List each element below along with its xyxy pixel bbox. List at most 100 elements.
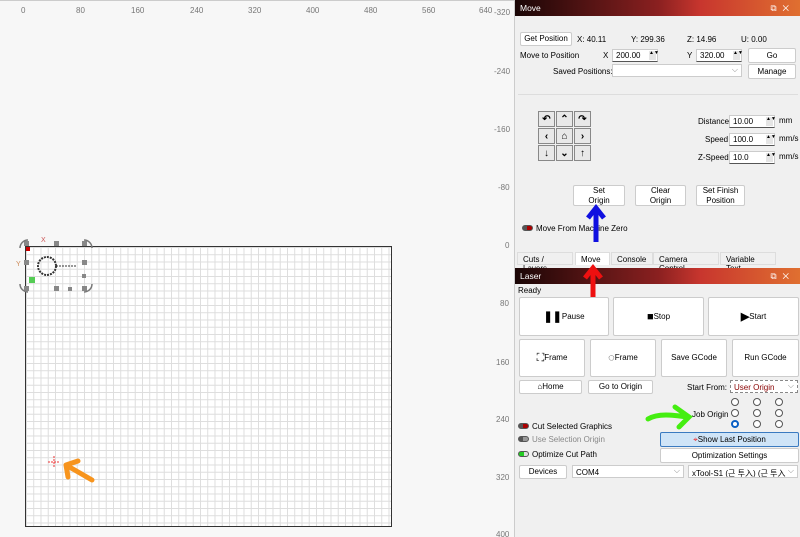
y-label: Y xyxy=(687,51,693,60)
ruler-tick: 160 xyxy=(131,6,145,15)
home-button[interactable]: ⌂ Home xyxy=(519,380,582,394)
pause-button[interactable]: ❚❚ Pause xyxy=(519,297,609,336)
tab-move[interactable]: Move xyxy=(575,252,610,265)
saved-positions-select[interactable] xyxy=(612,64,742,77)
z-position: Z: 14.96 xyxy=(687,35,717,44)
distance-input[interactable]: 10.00 ▲▼ xyxy=(729,115,776,128)
zspeed-input[interactable]: 10.0 ▲▼ xyxy=(729,151,776,164)
origin-radio-tr[interactable] xyxy=(775,398,783,406)
design-canvas[interactable]: 0 80 160 240 320 400 480 560 640 -320 -2… xyxy=(0,0,514,537)
arrow-right-icon[interactable]: › xyxy=(574,128,591,144)
arrow-down-icon[interactable]: ⌄ xyxy=(556,145,573,161)
use-selection-origin-label: Use Selection Origin xyxy=(532,435,605,444)
tab-variable-text[interactable]: Variable Text xyxy=(720,252,776,273)
tab-camera-control[interactable]: Camera Control xyxy=(653,252,719,273)
ruler-tick: 160 xyxy=(496,358,510,367)
origin-radio-bl[interactable] xyxy=(731,420,739,428)
devices-button[interactable]: Devices xyxy=(519,465,567,479)
ruler-tick: 400 xyxy=(306,6,320,15)
origin-radio-mr[interactable] xyxy=(775,409,783,417)
move-title: Move xyxy=(520,3,541,13)
optimization-settings-button[interactable]: Optimization Settings xyxy=(660,448,799,463)
ruler-top xyxy=(0,0,514,1)
optimize-label: Optimize Cut Path xyxy=(532,450,597,459)
device-select[interactable]: xTool-S1 (근 투入) (근 투入 xyxy=(688,465,798,478)
show-last-position-button[interactable]: ⌖ Show Last Position xyxy=(660,432,799,447)
z-down-icon[interactable]: ↓ xyxy=(538,145,555,161)
saved-positions-label: Saved Positions: xyxy=(553,67,613,76)
ruler-tick: 80 xyxy=(76,6,85,15)
ruler-tick: -160 xyxy=(494,125,511,134)
origin-radio-br[interactable] xyxy=(775,420,783,428)
speed-input[interactable]: 100.0 ▲▼ xyxy=(729,133,776,146)
x-label: X xyxy=(603,51,609,60)
frame-rect-button[interactable]: ⛶ Frame xyxy=(519,339,585,377)
port-select[interactable]: COM4 xyxy=(572,465,684,478)
tab-cuts-layers[interactable]: Cuts / Layers xyxy=(517,252,573,273)
ruler-tick: -320 xyxy=(494,8,511,17)
origin-radio-ml[interactable] xyxy=(731,409,739,417)
origin-radio-tc[interactable] xyxy=(753,398,761,406)
ruler-tick: 480 xyxy=(364,6,378,15)
home-icon[interactable]: ⌂ xyxy=(556,128,573,144)
start-button[interactable]: ▶ Start xyxy=(708,297,799,336)
origin-radio-tl[interactable] xyxy=(731,398,739,406)
frame-circle-button[interactable]: ◌ Frame xyxy=(590,339,656,377)
go-to-origin-button[interactable]: Go to Origin xyxy=(588,380,653,394)
stop-button[interactable]: ■ Stop xyxy=(613,297,704,336)
move-titlebar: Move ⧉✕ xyxy=(515,0,800,16)
origin-radio-mc[interactable] xyxy=(753,409,761,417)
y-input[interactable]: 320.00 ▲▼ xyxy=(696,49,743,62)
u-position: U: 0.00 xyxy=(741,35,767,44)
laser-title: Laser xyxy=(520,271,542,281)
tab-console[interactable]: Console xyxy=(611,252,653,265)
ruler-tick: 80 xyxy=(500,299,509,308)
red-arrow-annotation xyxy=(583,263,603,300)
laser-status: Ready xyxy=(518,286,542,295)
ruler-tick: 0 xyxy=(505,241,510,250)
start-from-label: Start From: xyxy=(687,383,728,392)
distance-unit: mm xyxy=(779,116,793,125)
z-up-icon[interactable]: ↑ xyxy=(574,145,591,161)
ruler-tick: 0 xyxy=(21,6,26,15)
x-input[interactable]: 200.00 ▲▼ xyxy=(612,49,659,62)
set-origin-button[interactable]: Set Origin xyxy=(573,185,625,206)
ruler-tick: 560 xyxy=(422,6,436,15)
dock-close-icons[interactable]: ⧉✕ xyxy=(770,271,795,281)
speed-unit: mm/s xyxy=(779,134,799,143)
speed-label: Speed xyxy=(705,135,729,144)
run-gcode-button[interactable]: Run GCode xyxy=(732,339,799,377)
arrow-left-icon[interactable]: ‹ xyxy=(538,128,555,144)
last-position-marker-icon xyxy=(48,456,60,468)
optimize-toggle[interactable] xyxy=(518,451,529,457)
ruler-tick: -240 xyxy=(494,67,511,76)
cut-selected-toggle[interactable] xyxy=(518,423,529,429)
blue-arrow-annotation xyxy=(586,204,606,242)
ruler-tick: 320 xyxy=(496,473,510,482)
start-from-select[interactable]: User Origin xyxy=(730,380,798,393)
handle-x-label: X xyxy=(41,237,46,244)
move-from-zero-toggle[interactable] xyxy=(522,225,533,231)
move-from-zero-label: Move From Machine Zero xyxy=(536,224,628,233)
selected-graphic[interactable]: X Y xyxy=(14,234,99,296)
use-selection-origin-toggle[interactable] xyxy=(518,436,529,442)
set-finish-position-button[interactable]: Set Finish Position xyxy=(696,185,745,206)
go-button[interactable]: Go xyxy=(748,48,796,63)
rotate-ccw-icon[interactable]: ↶ xyxy=(538,111,555,127)
manage-button[interactable]: Manage xyxy=(748,64,796,79)
origin-radio-bc[interactable] xyxy=(753,420,761,428)
zspeed-unit: mm/s xyxy=(779,152,799,161)
rotate-cw-icon[interactable]: ↷ xyxy=(574,111,591,127)
clear-origin-button[interactable]: Clear Origin xyxy=(635,185,686,206)
save-gcode-button[interactable]: Save GCode xyxy=(661,339,727,377)
dock-close-icons[interactable]: ⧉✕ xyxy=(770,3,795,13)
ruler-tick: -80 xyxy=(498,183,510,192)
job-origin-grid xyxy=(727,395,799,431)
ruler-tick: 240 xyxy=(496,415,510,424)
get-position-button[interactable]: Get Position xyxy=(520,32,572,46)
handle-y-label: Y xyxy=(16,261,21,268)
x-position: X: 40.11 xyxy=(577,35,607,44)
zspeed-label: Z-Speed xyxy=(698,153,729,162)
ruler-tick: 240 xyxy=(190,6,204,15)
arrow-up-icon[interactable]: ⌃ xyxy=(556,111,573,127)
